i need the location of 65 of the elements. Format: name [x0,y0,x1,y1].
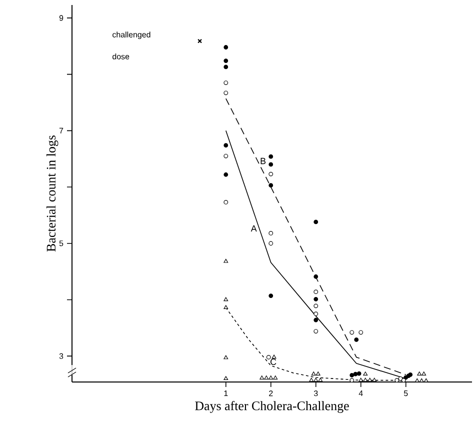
point [268,154,274,159]
point [350,373,354,378]
point [316,372,320,376]
point [224,143,228,148]
point [224,64,228,70]
point [314,304,318,308]
point [197,38,202,44]
point [224,154,228,158]
point [224,355,228,360]
series-label: B [260,158,266,164]
point [372,378,377,382]
point [266,355,271,360]
point [224,376,228,380]
x-axis-title: Days after Cholera-Challenge [195,400,349,413]
point [273,376,278,380]
point [224,80,228,85]
point [419,378,424,382]
series-label: C [270,358,276,366]
series-label: A [250,225,257,232]
point [314,296,318,302]
point [356,371,362,376]
point [224,305,228,310]
point [268,231,274,236]
point [401,378,406,383]
point [314,378,318,382]
point [314,312,318,316]
point [422,372,426,376]
point [268,162,274,167]
point [368,378,372,382]
point [268,376,274,380]
point [224,45,228,50]
y-axis-title: Bacterial count in logs [46,136,58,252]
point [268,294,274,298]
point [358,330,364,335]
point [224,200,228,204]
point [314,220,318,224]
point [350,378,354,383]
point [264,376,269,380]
point [224,90,228,96]
point [268,183,274,188]
point [272,354,276,359]
point [363,372,368,376]
point [309,378,314,382]
point [314,274,318,279]
point [268,241,274,246]
point [358,378,364,382]
point [311,372,316,376]
point [354,338,359,342]
point [224,58,228,63]
point [353,372,358,376]
point [363,378,368,382]
point [268,172,274,176]
point [318,378,323,382]
point [224,258,228,263]
point [314,290,318,294]
point [314,329,318,334]
point [314,318,318,322]
point [414,378,420,382]
point [424,378,428,382]
point [224,297,228,302]
point [260,376,264,380]
point [394,378,400,383]
point [224,172,228,177]
point [350,330,354,335]
point [417,372,422,376]
